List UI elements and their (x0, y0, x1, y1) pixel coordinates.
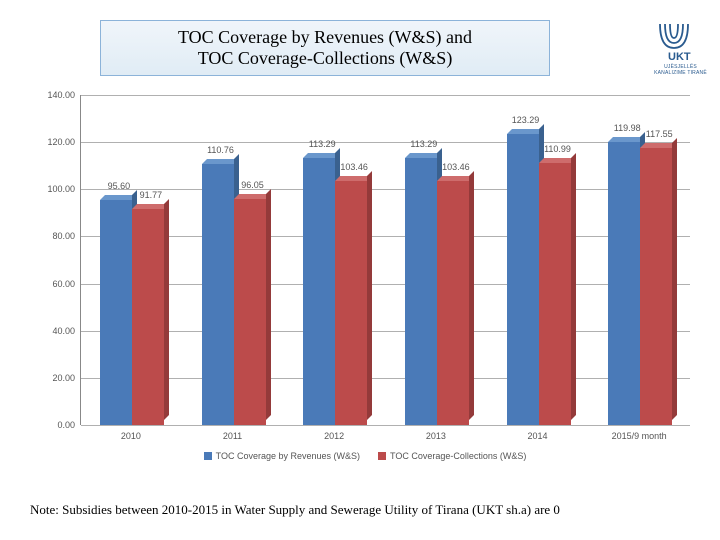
bar-chart: 95.60 91.77 110.76 96.05 113.29 103.46 113.29 1… (35, 95, 695, 465)
bar-value-label: 117.55 (646, 129, 673, 139)
bar-value-label: 95.60 (108, 181, 131, 191)
bar (405, 158, 437, 425)
bar-value-label: 96.05 (241, 180, 264, 190)
legend-item: TOC Coverage-Collections (W&S) (378, 451, 526, 461)
ukt-logo: UKT UJËSJELLËS KANALIZIME TIRANË (653, 18, 708, 76)
bar-value-label: 119.98 (614, 123, 641, 133)
y-tick-label: 60.00 (35, 279, 75, 289)
bar-value-label: 91.77 (140, 190, 163, 200)
legend-swatch (204, 452, 212, 460)
x-tick-label: 2010 (121, 431, 141, 441)
bar (234, 199, 266, 425)
legend-label: TOC Coverage by Revenues (W&S) (216, 451, 360, 461)
x-tick-label: 2014 (527, 431, 547, 441)
legend-swatch (378, 452, 386, 460)
ukt-logo-icon: UKT (656, 18, 706, 63)
bar-value-label: 103.46 (442, 162, 470, 172)
chart-title-box: TOC Coverage by Revenues (W&S) and TOC C… (100, 20, 550, 76)
bar (100, 200, 132, 425)
bar-value-label: 110.99 (544, 144, 571, 154)
bar-value-label: 113.29 (309, 139, 336, 149)
bar-value-label: 113.29 (410, 139, 437, 149)
bar-value-label: 103.46 (340, 162, 368, 172)
bar (202, 164, 234, 425)
y-tick-label: 20.00 (35, 373, 75, 383)
bar-group (100, 95, 164, 425)
legend-label: TOC Coverage-Collections (W&S) (390, 451, 526, 461)
legend-item: TOC Coverage by Revenues (W&S) (204, 451, 360, 461)
bar (539, 163, 571, 425)
bar (608, 142, 640, 425)
y-tick-label: 0.00 (35, 420, 75, 430)
bar-value-label: 110.76 (207, 145, 234, 155)
logo-subtext: UJËSJELLËS KANALIZIME TIRANË (653, 64, 708, 76)
svg-text:UKT: UKT (668, 51, 691, 63)
bar (132, 209, 164, 425)
y-tick-label: 120.00 (35, 137, 75, 147)
gridline (81, 331, 690, 332)
y-tick-label: 140.00 (35, 90, 75, 100)
legend: TOC Coverage by Revenues (W&S) TOC Covera… (35, 451, 695, 461)
gridline (81, 142, 690, 143)
x-tick-label: 2011 (223, 431, 242, 441)
gridline (81, 378, 690, 379)
y-tick-label: 80.00 (35, 231, 75, 241)
bar-value-label: 123.29 (512, 115, 540, 125)
gridline (81, 284, 690, 285)
gridline (81, 189, 690, 190)
bar (437, 181, 469, 425)
footnote: Note: Subsidies between 2010-2015 in Wat… (30, 502, 560, 518)
gridline (81, 425, 690, 426)
bar (335, 181, 367, 425)
plot-area: 95.60 91.77 110.76 96.05 113.29 103.46 113.29 1… (80, 95, 690, 425)
gridline (81, 236, 690, 237)
gridline (81, 95, 690, 96)
x-tick-label: 2015/9 month (612, 431, 667, 441)
title-line-1: TOC Coverage by Revenues (W&S) and (111, 27, 539, 48)
x-tick-label: 2012 (324, 431, 344, 441)
title-line-2: TOC Coverage-Collections (W&S) (111, 48, 539, 69)
bar-group (608, 95, 672, 425)
y-tick-label: 40.00 (35, 326, 75, 336)
x-tick-label: 2013 (426, 431, 446, 441)
bar (303, 158, 335, 425)
y-tick-label: 100.00 (35, 184, 75, 194)
bar (507, 134, 539, 425)
bar (640, 148, 672, 425)
